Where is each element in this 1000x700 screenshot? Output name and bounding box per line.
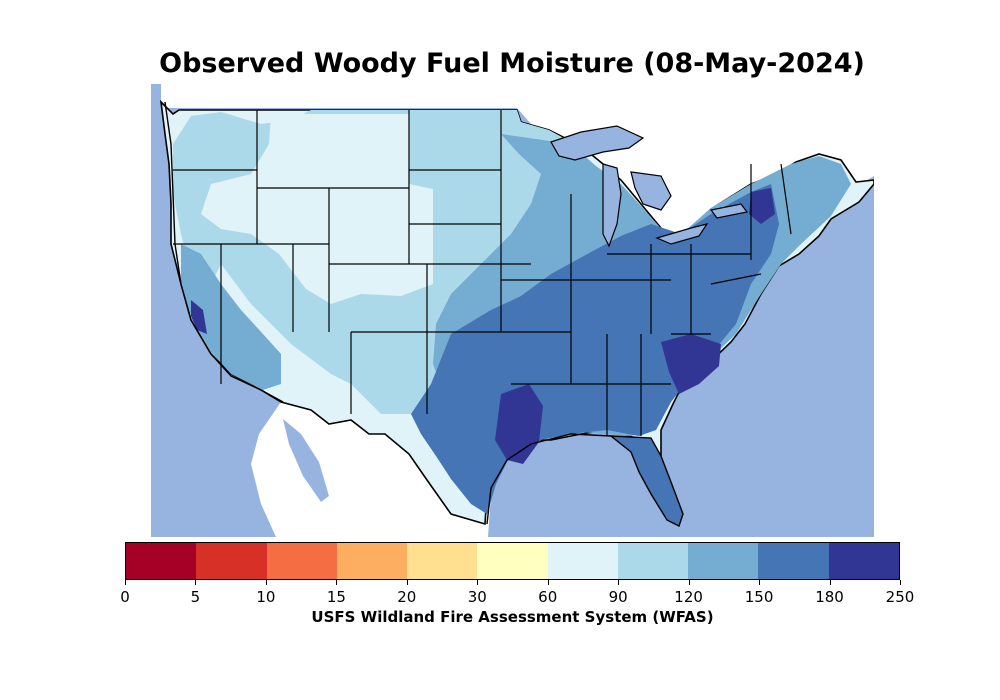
map-title: Observed Woody Fuel Moisture (08-May-202… bbox=[159, 48, 865, 79]
colorbar-tick bbox=[618, 580, 620, 585]
lake-huron bbox=[630, 171, 672, 211]
lake-ontario bbox=[709, 203, 749, 219]
colorbar-tick-label: 250 bbox=[885, 588, 915, 606]
moisture-180-250-ca bbox=[191, 300, 207, 334]
florida bbox=[608, 435, 684, 527]
colorbar-segment bbox=[688, 543, 759, 579]
moisture-180-250-carolinas bbox=[661, 334, 721, 394]
colorbar-segment bbox=[266, 543, 337, 579]
colorbar-tick bbox=[477, 580, 479, 585]
colorbar-tick-label: 30 bbox=[467, 588, 487, 606]
colorbar-tick-label: 120 bbox=[674, 588, 703, 606]
colorbar-tick bbox=[547, 580, 549, 585]
moisture-120-150-ca bbox=[181, 244, 281, 390]
colorbar-tick bbox=[688, 580, 690, 585]
colorbar-segment bbox=[196, 543, 267, 579]
colorbar-tick-label: 150 bbox=[744, 588, 774, 606]
colorbar-tick-label: 180 bbox=[815, 588, 844, 606]
canada-land bbox=[161, 84, 874, 244]
colorbar-tick bbox=[265, 580, 267, 585]
coastline-west bbox=[164, 101, 284, 403]
colorbar bbox=[125, 542, 900, 580]
fuel-moisture-map bbox=[151, 84, 874, 537]
colorbar-tick-label: 20 bbox=[397, 588, 417, 606]
colorbar-tick bbox=[406, 580, 408, 585]
lake-superior bbox=[550, 125, 645, 161]
colorbar-segment bbox=[477, 543, 548, 579]
colorbar-tick-label: 60 bbox=[538, 588, 558, 606]
colorbar-tick bbox=[900, 580, 901, 585]
colorbar-segment bbox=[126, 543, 197, 579]
colorbar-label: USFS Wildland Fire Assessment System (WF… bbox=[311, 608, 714, 626]
colorbar-segment bbox=[758, 543, 829, 579]
colorbar-tick bbox=[829, 580, 831, 585]
colorbar-tick bbox=[195, 580, 197, 585]
colorbar-segment bbox=[828, 543, 899, 579]
colorbar-tick-label: 90 bbox=[608, 588, 628, 606]
colorbar-tick-label: 0 bbox=[120, 588, 130, 606]
gulf-of-california bbox=[283, 419, 329, 502]
coastline-gulf bbox=[486, 433, 612, 525]
colorbar-ticks: 0 5 10 15 20 30 60 90 120 150 180 250 bbox=[120, 580, 914, 610]
state-borders bbox=[173, 110, 792, 436]
colorbar-tick-label: 5 bbox=[190, 588, 201, 606]
moisture-180-250-ny bbox=[749, 188, 775, 224]
colorbar-tick-label: 15 bbox=[326, 588, 346, 606]
colorbar-segment bbox=[407, 543, 478, 579]
colorbar-tick bbox=[336, 580, 338, 585]
colorbar-segment bbox=[336, 543, 408, 579]
colorbar-segment bbox=[547, 543, 618, 579]
colorbar-tick bbox=[125, 580, 126, 585]
lake-erie bbox=[655, 223, 709, 245]
moisture-60-90-west bbox=[201, 114, 433, 304]
lake-michigan bbox=[602, 163, 622, 248]
colorbar-tick-label: 10 bbox=[256, 588, 276, 606]
colorbar-tick bbox=[759, 580, 761, 585]
colorbar-segment bbox=[617, 543, 689, 579]
